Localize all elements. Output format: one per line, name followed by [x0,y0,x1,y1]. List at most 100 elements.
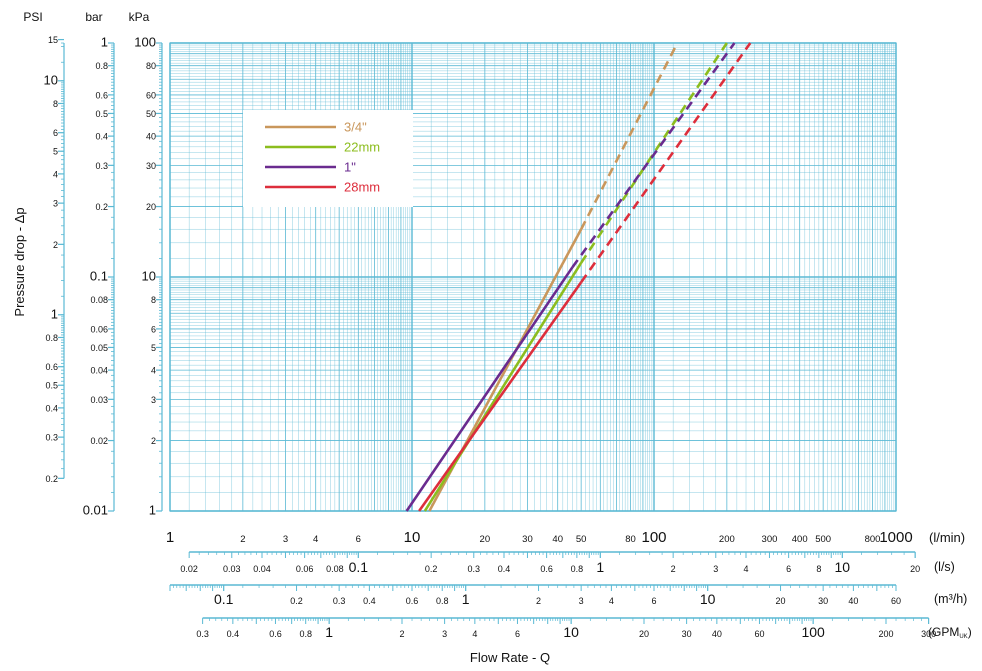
x-unit-secondary-2: (GPMUK) [928,625,972,640]
series-line-solid-2 [407,267,573,511]
y-axis-psi-tick-label: 8 [53,99,58,109]
x-tick-label-secondary-2: 0.8 [299,629,312,639]
x-tick-label-secondary-0: 0.8 [571,564,584,574]
y-axis-kpa-tick-label: 40 [146,132,156,142]
y-axis-kpa-tick-label: 30 [146,161,156,171]
x-tick-label-secondary-1: 0.6 [406,596,419,606]
x-tick-label-secondary-2: 1 [325,624,333,640]
y-axes: 1 2 3 4 5 6 8 10 20 30 40 50 60 80 100 0.01 0.02 0.03 0.04… [44,35,162,518]
y-axis-bar-tick-label: 0.5 [95,109,108,119]
y-axis-bar-tick-label: 0.6 [95,90,108,100]
x-tick-label-lmin: 1 [166,529,174,546]
y-axis-kpa-tick-label: 100 [134,35,156,50]
x-tick-label-secondary-1: 4 [609,596,614,606]
x-tick-label-secondary-0: 1 [596,559,604,575]
y-axis-bar-tick-label: 0.05 [90,343,108,353]
x-tick-label-lmin: 40 [552,534,563,545]
y-axis-kpa-tick-label: 5 [151,343,156,353]
x-tick-label-secondary-0: 0.2 [425,564,438,574]
x-tick-label-secondary-2: 30 [682,629,692,639]
y-axis-psi-tick-label: 0.5 [45,381,58,391]
x-tick-label-secondary-0: 0.03 [223,564,241,574]
x-tick-label-secondary-1: 0.8 [436,596,449,606]
x-axis-title: Flow Rate - Q [470,650,550,665]
x-tick-label-lmin: 1000 [879,529,912,546]
x-tick-label-secondary-2: 6 [515,629,520,639]
x-tick-label-secondary-2: 40 [712,629,722,639]
x-tick-label-secondary-0: 20 [910,564,920,574]
x-tick-label-secondary-0: 2 [671,564,676,574]
x-tick-label-secondary-1: 2 [536,596,541,606]
x-tick-label-secondary-2: 10 [563,624,579,640]
y-axis-bar-tick-label: 0.02 [90,436,108,446]
x-tick-label-secondary-0: 0.06 [296,564,314,574]
legend-label-1: 22mm [344,140,380,155]
y-axis-bar-tick-label: 0.1 [90,269,108,284]
legend-label-3: 28mm [344,180,380,195]
x-tick-label-secondary-1: 0.2 [290,596,303,606]
y-axis-psi-tick-label: 1 [51,306,58,321]
y-axis-kpa-tick-label: 6 [151,324,156,334]
y-axis-psi-tick-label: 0.8 [45,333,58,343]
x-tick-label-lmin: 10 [404,529,421,546]
y-axis-kpa-tick-label: 80 [146,61,156,71]
y-axis-kpa-tick-label: 3 [151,395,156,405]
x-tick-label-secondary-1: 0.1 [214,591,234,607]
x-tick-label-secondary-0: 0.02 [180,564,198,574]
y-axis-bar-tick-label: 0.08 [90,295,108,305]
x-tick-label-secondary-0: 10 [835,559,851,575]
x-tick-label-secondary-2: 4 [472,629,477,639]
x-tick-label-lmin: 800 [865,534,881,545]
x-tick-label-secondary-2: 60 [754,629,764,639]
legend: 3/4" 22mm 1" 28mm [243,110,413,207]
y-axis-psi-tick-label: 0.3 [45,433,58,443]
x-tick-label-secondary-2: 0.6 [269,629,282,639]
y-axis-kpa-tick-label: 4 [151,366,156,376]
y-axis-bar-tick-label: 0.04 [90,366,108,376]
x-tick-label-secondary-1: 30 [818,596,828,606]
x-tick-label-secondary-2: 200 [878,629,893,639]
x-tick-label-secondary-1: 60 [891,596,901,606]
x-tick-label-secondary-0: 0.6 [540,564,553,574]
y-axis-kpa-tick-label: 2 [151,436,156,446]
y-unit-psi: PSI [23,10,42,24]
y-axis-kpa-tick-label: 10 [142,269,156,284]
y-axis-bar-tick-label: 0.2 [95,202,108,212]
x-tick-label-secondary-2: 3 [442,629,447,639]
x-tick-label-secondary-1: 6 [651,596,656,606]
y-axis-bar-tick-label: 1 [101,35,108,50]
x-tick-label-secondary-1: 3 [579,596,584,606]
x-tick-label-secondary-0: 0.1 [349,559,369,575]
x-tick-label-secondary-0: 0.4 [498,564,511,574]
x-tick-label-lmin: 80 [625,534,636,545]
x-tick-label-lmin: 2 [240,534,245,545]
x-tick-label-secondary-1: 1 [462,591,470,607]
y-unit-bar: bar [85,10,102,24]
legend-label-0: 3/4" [344,120,367,135]
y-axis-bar-tick-label: 0.03 [90,395,108,405]
y-axis-kpa-tick-label: 50 [146,109,156,119]
y-axis-title: Pressure drop - Δp [12,207,27,316]
x-tick-label-secondary-2: 20 [639,629,649,639]
y-axis-psi-tick-label: 10 [44,72,58,87]
y-axis-bar-tick-label: 0.8 [95,61,108,71]
x-tick-label-lmin: 20 [480,534,491,545]
x-tick-label-lmin: 500 [815,534,831,545]
x-tick-label-secondary-1: 0.4 [363,596,376,606]
x-tick-label-secondary-0: 0.3 [468,564,481,574]
x-tick-label-lmin: 50 [576,534,587,545]
x-tick-label-secondary-0: 0.04 [253,564,271,574]
x-tick-label-secondary-0: 3 [713,564,718,574]
x-tick-label-secondary-0: 0.08 [326,564,344,574]
x-tick-label-secondary-0: 6 [786,564,791,574]
y-axis-psi-tick-label: 3 [53,199,58,209]
x-tick-label-lmin: 400 [792,534,808,545]
y-axis-psi-tick-label: 0.4 [45,403,58,413]
legend-label-2: 1" [344,160,356,175]
x-tick-label-lmin: 200 [719,534,735,545]
y-axis-psi-tick-label: 5 [53,147,58,157]
x-tick-label-secondary-2: 0.4 [227,629,240,639]
x-tick-label-secondary-2: 2 [399,629,404,639]
y-axis-psi-tick-label: 15 [48,35,58,45]
